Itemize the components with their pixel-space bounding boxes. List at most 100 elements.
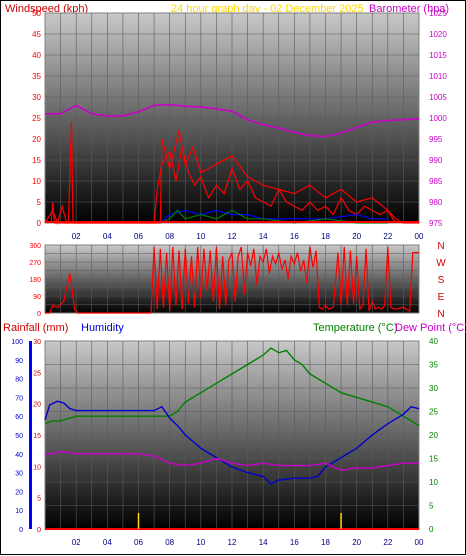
baro-y-tick: 1000 bbox=[429, 114, 447, 123]
direction-y-tick: 360 bbox=[29, 243, 41, 250]
temperature-panel-x-tick: 00 bbox=[415, 538, 424, 547]
humidity-y-tick: 100 bbox=[11, 339, 23, 346]
wind-panel-x-tick: 14 bbox=[259, 232, 268, 241]
compass-label: W bbox=[436, 258, 446, 269]
baro-y-tick: 1015 bbox=[429, 51, 447, 60]
baro-y-tick: 990 bbox=[429, 156, 443, 165]
wind-panel-x-tick: 00 bbox=[415, 232, 424, 241]
temperature-series-0 bbox=[44, 347, 420, 427]
direction-y-tick: 270 bbox=[29, 260, 41, 267]
wind-y-tick: 10 bbox=[32, 177, 41, 186]
wind-panel-x-tick: 20 bbox=[352, 232, 361, 241]
baro-y-tick: 985 bbox=[429, 177, 443, 186]
temperature-series-1 bbox=[44, 400, 420, 485]
temperature-series-2 bbox=[45, 450, 419, 472]
temperature-y-tick: 0 bbox=[429, 525, 434, 534]
temperature-y-tick: 35 bbox=[429, 361, 438, 370]
temperature-panel-x-tick: 02 bbox=[72, 538, 81, 547]
direction-y-tick: 90 bbox=[33, 294, 41, 301]
temperature-panel-x-tick: 14 bbox=[259, 538, 268, 547]
wind-panel-x-tick: 18 bbox=[321, 232, 330, 241]
wind-panel-x-tick: 02 bbox=[72, 232, 81, 241]
wind-panel-x-tick: 16 bbox=[290, 232, 299, 241]
wind-y-tick: 30 bbox=[32, 93, 41, 102]
humidity-y-tick: 80 bbox=[15, 377, 23, 384]
temperature-y-tick: 30 bbox=[429, 384, 438, 393]
temperature-panel-x-tick: 06 bbox=[134, 538, 143, 547]
temperature-panel-x-tick: 20 bbox=[352, 538, 361, 547]
baro-y-tick: 1005 bbox=[429, 93, 447, 102]
baro-y-tick: 1020 bbox=[429, 30, 447, 39]
wind-y-tick: 0 bbox=[37, 219, 42, 228]
wind-series-1 bbox=[44, 147, 419, 225]
compass-label: S bbox=[438, 275, 445, 286]
rain-y-tick: 25 bbox=[33, 370, 41, 377]
wind-y-tick: 45 bbox=[32, 30, 41, 39]
humidity-y-tick: 70 bbox=[15, 395, 23, 402]
windspeed-axis-label: Windspeed (kph) bbox=[5, 3, 89, 15]
wind-series-3 bbox=[159, 209, 388, 224]
baro-y-tick: 1010 bbox=[429, 72, 447, 81]
wind-panel-x-tick: 04 bbox=[103, 232, 112, 241]
temperature-y-tick: 25 bbox=[429, 408, 438, 417]
compass-label: E bbox=[438, 292, 445, 303]
humidity-y-tick: 40 bbox=[15, 452, 23, 459]
direction-series-0 bbox=[45, 246, 419, 314]
temperature-axis-label: Temperature (°C) bbox=[313, 322, 398, 334]
temperature-panel-x-tick: 18 bbox=[321, 538, 330, 547]
temperature-panel-x-tick: 12 bbox=[228, 538, 237, 547]
temperature-y-tick: 20 bbox=[429, 431, 438, 440]
rain-y-tick: 20 bbox=[33, 402, 41, 409]
direction-y-tick: 0 bbox=[37, 311, 41, 318]
rain-y-tick: 30 bbox=[33, 339, 41, 346]
baro-y-tick: 995 bbox=[429, 135, 443, 144]
wind-y-tick: 15 bbox=[32, 156, 41, 165]
rain-y-tick: 5 bbox=[37, 496, 41, 503]
temperature-panel-x-tick: 10 bbox=[196, 538, 205, 547]
wind-y-tick: 25 bbox=[32, 114, 41, 123]
wind-y-tick: 35 bbox=[32, 72, 41, 81]
temperature-panel-x-tick: 04 bbox=[103, 538, 112, 547]
wind-series-0 bbox=[45, 103, 420, 138]
wind-panel-x-tick: 12 bbox=[228, 232, 237, 241]
wind-series-2 bbox=[50, 122, 397, 224]
rain-axis-bar bbox=[29, 341, 32, 529]
humidity-y-tick: 10 bbox=[15, 508, 23, 515]
temperature-y-tick: 40 bbox=[429, 337, 438, 346]
compass-label: N bbox=[437, 309, 444, 320]
wind-y-tick: 40 bbox=[32, 51, 41, 60]
wind-panel-x-tick: 22 bbox=[383, 232, 392, 241]
rainfall-axis-label: Rainfall (mm) bbox=[3, 322, 69, 334]
wind-y-tick: 50 bbox=[32, 9, 41, 18]
wind-series-4 bbox=[160, 209, 388, 224]
humidity-axis-label: Humidity bbox=[81, 322, 124, 334]
temperature-panel-x-tick: 16 bbox=[290, 538, 299, 547]
humidity-y-tick: 60 bbox=[15, 414, 23, 421]
dewpoint-axis-label: Dew Point (°C) bbox=[395, 322, 466, 334]
direction-y-tick: 180 bbox=[29, 277, 41, 284]
barometer-axis-label: Barometer (hpa) bbox=[369, 3, 450, 15]
humidity-y-tick: 50 bbox=[15, 433, 23, 440]
humidity-y-tick: 20 bbox=[15, 489, 23, 496]
temperature-y-tick: 5 bbox=[429, 502, 434, 511]
wind-y-tick: 20 bbox=[32, 135, 41, 144]
temperature-panel-x-tick: 22 bbox=[383, 538, 392, 547]
wind-panel-x-tick: 10 bbox=[196, 232, 205, 241]
rain-y-tick: 0 bbox=[37, 527, 41, 534]
baro-y-tick: 1025 bbox=[429, 9, 447, 18]
chart-title: 24 hour graph day - 02 December 2025 bbox=[171, 3, 364, 15]
wind-panel-x-tick: 08 bbox=[165, 232, 174, 241]
rain-y-tick: 10 bbox=[33, 464, 41, 471]
humidity-y-tick: 30 bbox=[15, 471, 23, 478]
temperature-y-tick: 10 bbox=[429, 478, 438, 487]
rain-y-tick: 15 bbox=[33, 433, 41, 440]
baro-y-tick: 975 bbox=[429, 219, 443, 228]
baro-y-tick: 980 bbox=[429, 198, 443, 207]
temperature-y-tick: 15 bbox=[429, 455, 438, 464]
humidity-y-tick: 0 bbox=[19, 527, 23, 534]
temperature-panel-x-tick: 08 bbox=[165, 538, 174, 547]
humidity-y-tick: 90 bbox=[15, 358, 23, 365]
compass-label: N bbox=[437, 241, 444, 252]
